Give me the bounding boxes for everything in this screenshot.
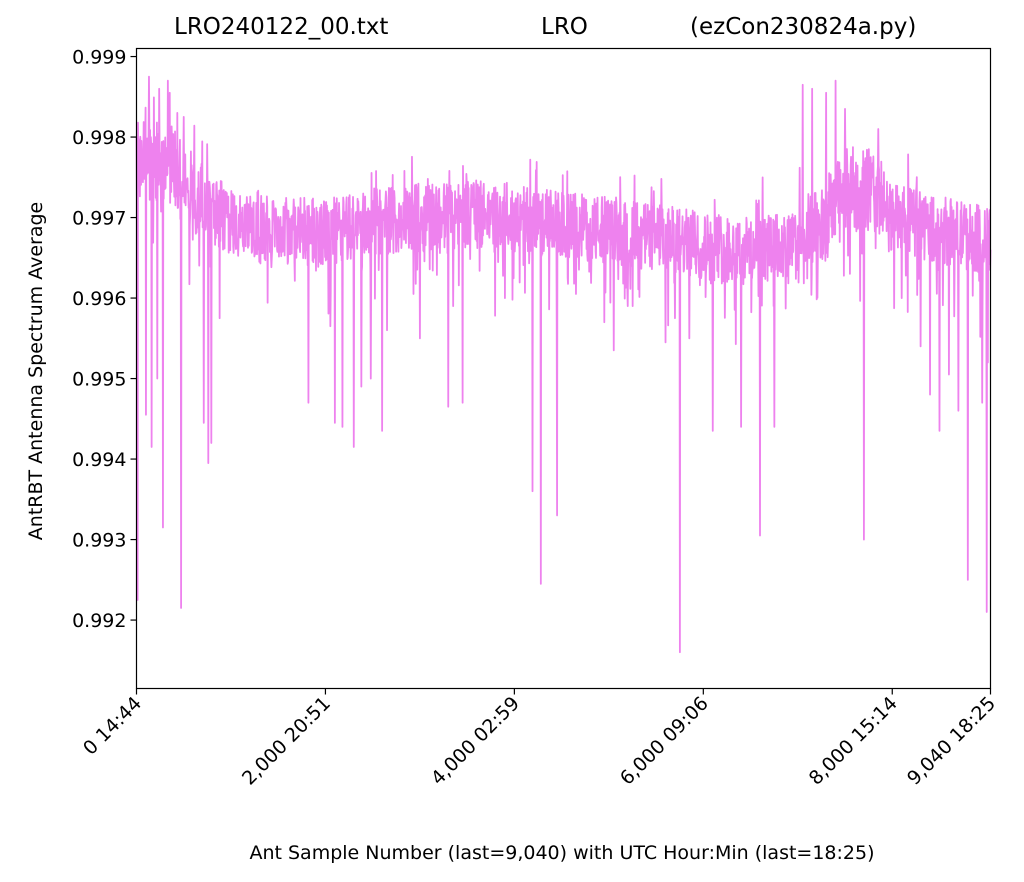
x-tick-label: 8,000 15:14 <box>805 692 902 789</box>
y-tick-label: 0.998 <box>72 127 126 149</box>
y-tick-label: 0.997 <box>72 208 126 230</box>
x-tick-label: 0 14:44 <box>79 692 146 759</box>
y-tick-label: 0.996 <box>72 288 126 310</box>
y-axis-label: AntRBT Antenna Spectrum Average <box>25 201 47 541</box>
plot-frame <box>135 47 992 690</box>
x-tick-label: 2,000 20:51 <box>238 692 335 789</box>
series-line <box>135 75 992 654</box>
x-tick-label: 6,000 09:06 <box>616 692 713 789</box>
y-tick-label: 0.995 <box>72 369 126 391</box>
x-axis-label: Ant Sample Number (last=9,040) with UTC … <box>249 842 875 864</box>
y-tick-label: 0.993 <box>72 530 126 552</box>
x-tick-label: 4,000 02:59 <box>427 692 524 789</box>
chart-title-script: (ezCon230824a.py) <box>690 14 917 40</box>
y-axis: 0.992 0.993 0.994 0.995 0.996 0.997 0.998 0.999 <box>72 47 137 632</box>
chart-title-filename: LRO240122_00.txt <box>174 14 389 40</box>
x-axis: 0 14:44 2,000 20:51 4,000 02:59 6,000 09:06… <box>79 688 1000 789</box>
y-tick-label: 0.994 <box>72 449 126 471</box>
x-tick-label: 9,040 18:25 <box>903 692 1000 789</box>
y-tick-label: 0.999 <box>72 47 126 69</box>
chart-title-station: LRO <box>541 14 588 40</box>
y-tick-label: 0.992 <box>72 610 126 632</box>
